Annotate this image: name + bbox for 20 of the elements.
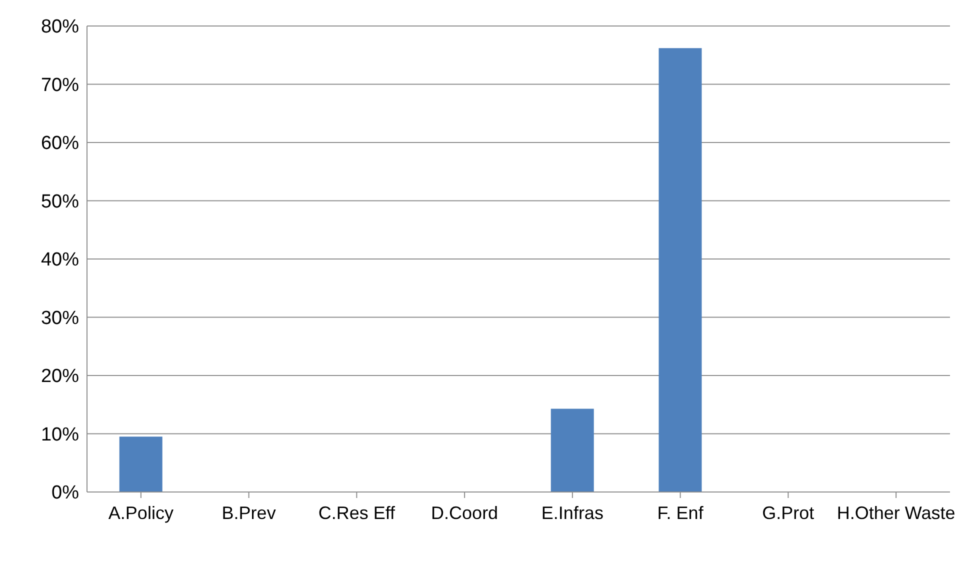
x-tick-label: F. Enf <box>657 502 704 523</box>
x-tick-label: B.Prev <box>222 502 276 523</box>
y-tick-label: 40% <box>40 250 80 271</box>
bar <box>658 48 702 492</box>
x-tick-label: D.Coord <box>431 502 498 523</box>
x-tick-label: A.Policy <box>108 502 174 523</box>
x-tick-label: H.Other Waste <box>836 502 956 523</box>
bar <box>550 408 594 492</box>
x-tick-label: E.Infras <box>541 502 604 523</box>
y-tick-label: 60% <box>40 133 80 154</box>
y-tick-label: 70% <box>40 74 80 96</box>
bar <box>119 436 162 492</box>
x-tick-label: G.Prot <box>762 502 814 523</box>
y-tick-label: 80% <box>40 16 80 38</box>
y-tick-label: 20% <box>40 366 80 388</box>
y-tick-label: 0% <box>52 482 80 504</box>
y-tick-label: 50% <box>40 191 80 212</box>
y-tick-label: 10% <box>40 424 80 446</box>
y-tick-label: 30% <box>40 308 80 329</box>
x-tick-label: C.Res Eff <box>318 502 396 523</box>
